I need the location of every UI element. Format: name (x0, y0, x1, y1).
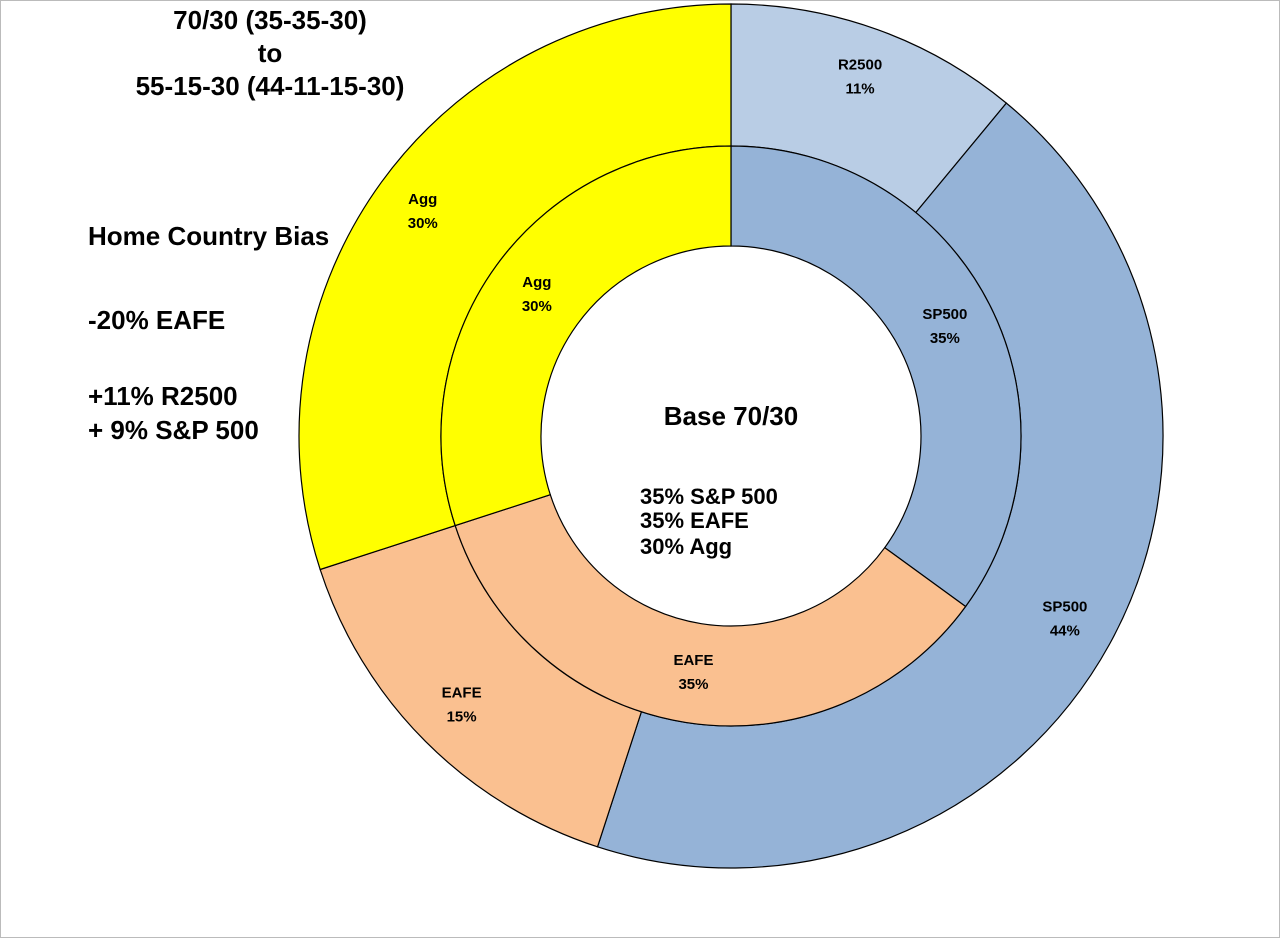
chart-title: 70/30 (35-35-30) (173, 5, 367, 35)
center-text: 35% EAFE (640, 508, 749, 533)
annotation: -20% EAFE (88, 305, 225, 335)
slice-label: Agg (522, 274, 551, 291)
center-title: Base 70/30 (664, 401, 798, 431)
chart-title: to (258, 38, 283, 68)
slice-value-label: 30% (408, 215, 438, 232)
annotation: + 9% S&P 500 (88, 415, 259, 445)
slice-value-label: 30% (522, 298, 552, 315)
rings (298, 3, 1164, 869)
slice-label: SP500 (1042, 599, 1087, 616)
center-text: 35% S&P 500 (640, 484, 778, 509)
slice-value-label: 35% (678, 676, 708, 693)
slice-label: EAFE (442, 684, 482, 701)
slice-label: SP500 (922, 306, 967, 323)
center-text: 30% Agg (640, 534, 732, 559)
slice-label: R2500 (838, 56, 882, 73)
slice-value-label: 15% (447, 708, 477, 725)
annotation: Home Country Bias (88, 221, 329, 251)
slice-label: EAFE (673, 652, 713, 669)
slice-label: Agg (408, 191, 437, 208)
slice-value-label: 35% (930, 330, 960, 347)
slice-value-label: 11% (845, 80, 874, 97)
slice-value-label: 44% (1050, 623, 1080, 640)
chart-title: 55-15-30 (44-11-15-30) (136, 71, 405, 101)
slice (440, 145, 732, 527)
slice (730, 145, 1022, 608)
slice (454, 493, 967, 727)
texts: R2500 11% SP500 44% EAFE 15% Agg 30% SP500 35% EAF… (88, 5, 1087, 726)
annotation: +11% R2500 (88, 381, 238, 411)
